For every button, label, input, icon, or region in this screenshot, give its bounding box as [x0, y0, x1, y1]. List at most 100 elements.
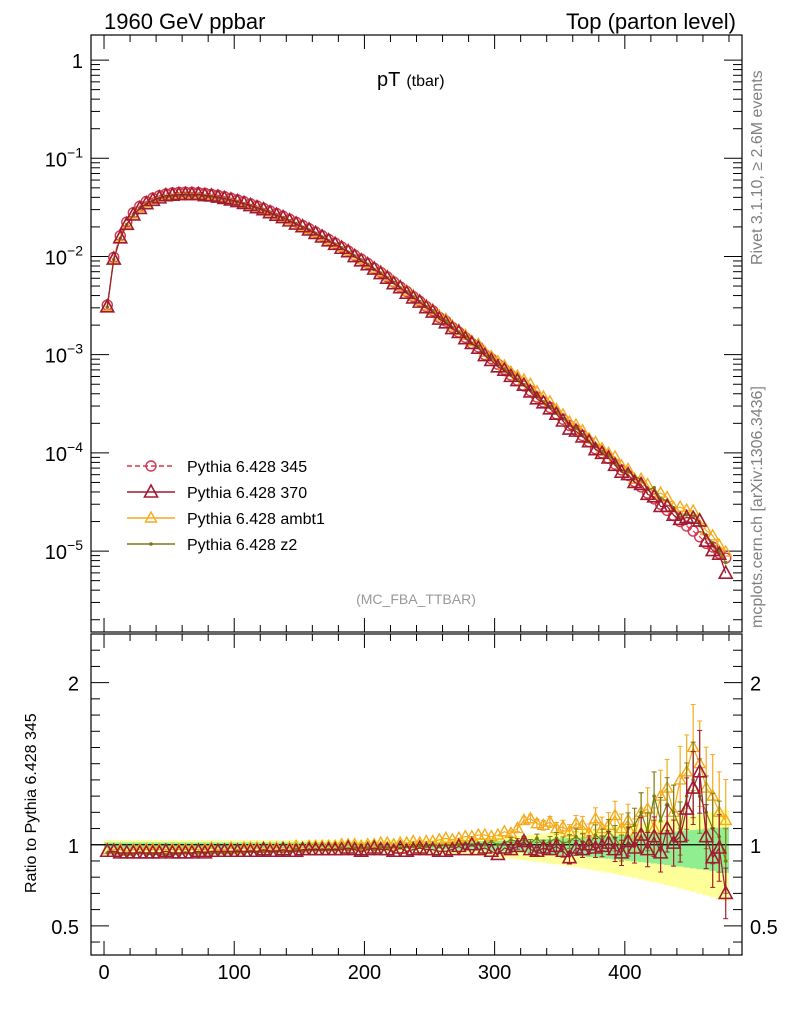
ratio-point-s370 [555, 842, 571, 858]
legend-marker-s345 [145, 460, 157, 472]
main-point-s370 [145, 191, 161, 207]
ratio-point-s370 [477, 839, 493, 854]
main-ytick-label: 10−5 [45, 537, 83, 564]
ratio-point-s370 [503, 840, 519, 856]
xtick-label: 200 [348, 962, 381, 984]
legend: Pythia 6.428 345 Pythia 6.428 370 Pythia 6… [127, 459, 325, 554]
main-point-ambt1 [719, 544, 733, 557]
main-point-s370 [99, 298, 116, 313]
main-point-s370 [600, 449, 617, 464]
ratio-ylabel: Ratio to Pythia 6.428 345 [23, 713, 40, 893]
xtick-label: 0 [98, 962, 109, 984]
main-point-z2 [723, 560, 728, 565]
header-left: 1960 GeV ppbar [104, 9, 265, 34]
legend-marker-ambt1 [144, 510, 158, 523]
main-point-s370 [607, 456, 623, 472]
main-point-s370 [118, 215, 135, 231]
ratio-point-s370 [672, 827, 688, 843]
ratio-point-s370 [626, 839, 643, 854]
ratio-point-s370 [542, 840, 558, 856]
ratio-point-ambt1 [471, 827, 486, 840]
ratio-point-s370 [639, 840, 656, 856]
main-point-s370 [633, 475, 649, 491]
ratio-point-s370 [516, 832, 532, 848]
main-point-s370 [379, 269, 396, 284]
main-ytick-label: 10−3 [45, 341, 83, 368]
ratio-ytick-label-right: 2 [750, 674, 761, 696]
ratio-point-z2 [496, 842, 500, 847]
ratio-point-s370 [600, 834, 617, 849]
main-point-s370 [470, 339, 487, 355]
main-point-s370 [392, 279, 409, 294]
ratio-point-s370 [548, 837, 565, 853]
legend-label-s345: Pythia 6.428 345 [187, 459, 307, 476]
ratio-plot-frame [90, 633, 743, 956]
main-point-s370 [691, 512, 708, 527]
ratio-point-ambt1 [556, 819, 570, 832]
main-point-s370 [672, 510, 688, 526]
main-point-s370 [620, 465, 636, 481]
main-point-s370 [522, 383, 539, 398]
ratio-point-ambt1 [614, 821, 629, 834]
main-point-s370 [711, 545, 728, 560]
main-ytick-label: 10−4 [45, 439, 83, 466]
ratio-point-ambt1 [510, 821, 525, 834]
main-point-s370 [457, 330, 474, 345]
main-point-s370 [320, 232, 337, 247]
ratio-point-ambt1 [497, 824, 512, 837]
main-point-s370 [639, 485, 656, 501]
main-ytick-label: 10−1 [45, 144, 83, 171]
main-point-z2 [684, 513, 689, 517]
legend-label-z2: Pythia 6.428 z2 [187, 537, 297, 554]
ratio-point-ambt1 [719, 812, 733, 826]
main-point-s370 [372, 264, 389, 280]
main-point-s370 [431, 310, 448, 325]
ratio-point-z2 [457, 842, 461, 847]
ratio-point-ambt1 [439, 830, 453, 843]
main-point-s370 [561, 420, 578, 435]
ratio-point-s370 [392, 839, 409, 854]
main-point-s370 [659, 497, 675, 513]
main-point-s370 [490, 358, 506, 373]
ratio-point-s370 [457, 840, 474, 856]
main-point-s370 [496, 361, 513, 376]
main-point-s370 [665, 506, 682, 521]
main-point-s370 [555, 412, 571, 427]
ratio-point-z2 [639, 810, 643, 815]
ratio-point-s370 [574, 840, 591, 856]
main-point-s370 [366, 260, 383, 275]
main-point-s370 [717, 564, 734, 580]
ratio-point-ambt1 [588, 811, 603, 824]
ratio-point-s370 [698, 827, 715, 843]
main-point-s370 [138, 194, 155, 210]
main-point-s370 [275, 208, 291, 224]
axes: 1 10−1 10−2 10−3 10−4 10−5 0 100 200 300 400 0.5 0.5… [45, 35, 778, 984]
ratio-point-ambt1 [673, 772, 687, 785]
main-point-s370 [255, 200, 272, 216]
main-point-s370 [594, 444, 610, 460]
main-point-s370 [509, 371, 526, 387]
main-point-s370 [301, 221, 317, 236]
ratio-point-z2 [385, 846, 390, 850]
xtick-label: 400 [608, 962, 641, 984]
main-point-s370 [151, 189, 168, 204]
ratio-point-s370 [450, 837, 467, 853]
main-point-s370 [242, 196, 259, 212]
main-point-s370 [249, 199, 265, 214]
mcplots-label: mcplots.cern.ch [arXiv:1306.3436] [749, 386, 766, 628]
main-point-s370 [685, 509, 702, 525]
main-point-s370 [405, 289, 422, 304]
ratio-point-ambt1 [569, 816, 583, 829]
analysis-label: (MC_FBA_TTBAR) [356, 591, 476, 607]
main-point-s370 [314, 228, 330, 243]
main-point-s370 [229, 192, 246, 208]
main-point-s370 [131, 199, 148, 215]
main-point-s370 [477, 346, 493, 362]
ratio-point-ambt1 [575, 817, 590, 831]
main-point-s370 [398, 284, 415, 300]
ratio-point-z2 [489, 839, 494, 844]
main-point-s370 [385, 275, 402, 290]
ratio-point-s370 [509, 837, 526, 853]
plot-title-main: pT [377, 69, 400, 91]
